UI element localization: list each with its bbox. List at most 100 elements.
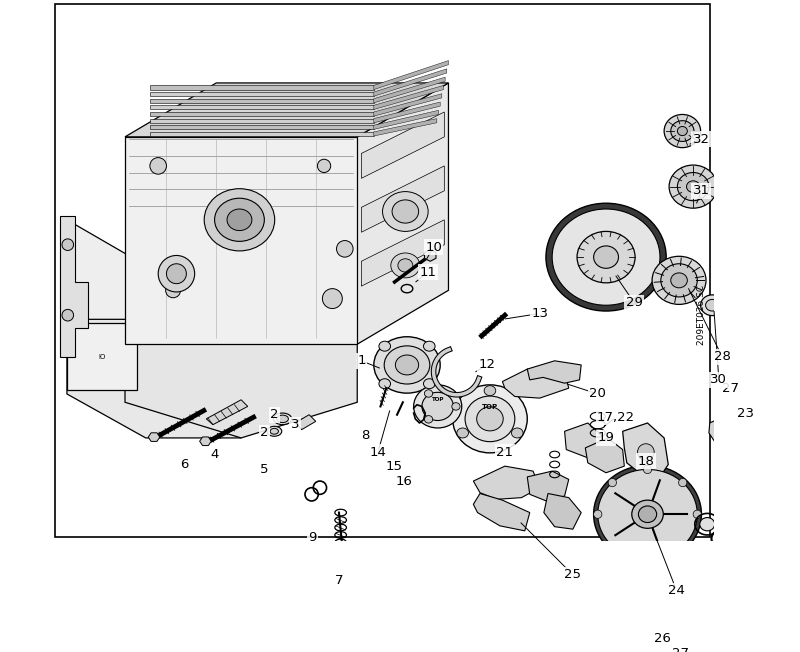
Ellipse shape (669, 165, 718, 208)
Circle shape (62, 239, 74, 250)
Circle shape (638, 444, 654, 460)
Polygon shape (565, 423, 605, 458)
Ellipse shape (267, 426, 282, 436)
Text: 15: 15 (386, 460, 403, 473)
Polygon shape (67, 319, 241, 438)
Circle shape (678, 542, 687, 550)
Text: 13: 13 (531, 307, 548, 320)
Text: 3: 3 (290, 418, 299, 431)
Ellipse shape (670, 273, 687, 288)
Ellipse shape (701, 295, 724, 316)
Text: 31: 31 (693, 185, 710, 198)
Ellipse shape (270, 428, 278, 434)
Circle shape (608, 542, 617, 550)
Text: IO: IO (98, 353, 106, 360)
Text: 5: 5 (260, 463, 269, 476)
Ellipse shape (457, 428, 469, 438)
Polygon shape (527, 471, 569, 501)
Ellipse shape (452, 403, 460, 410)
Polygon shape (502, 369, 569, 398)
Polygon shape (362, 166, 444, 232)
Polygon shape (474, 494, 530, 531)
Ellipse shape (423, 379, 435, 389)
Ellipse shape (425, 415, 433, 423)
Circle shape (337, 241, 353, 257)
Ellipse shape (638, 506, 657, 522)
Ellipse shape (484, 386, 496, 396)
Text: 27: 27 (672, 647, 690, 652)
Ellipse shape (395, 355, 418, 375)
Ellipse shape (423, 341, 435, 351)
Ellipse shape (477, 407, 503, 431)
Text: 20: 20 (590, 387, 606, 400)
Ellipse shape (670, 121, 694, 141)
Ellipse shape (598, 469, 698, 559)
Text: 28: 28 (714, 350, 730, 363)
Text: 1: 1 (357, 354, 366, 367)
Polygon shape (374, 69, 447, 96)
Text: 25: 25 (564, 569, 582, 582)
Polygon shape (60, 216, 88, 357)
Polygon shape (374, 94, 442, 116)
Ellipse shape (664, 115, 701, 147)
Polygon shape (622, 423, 668, 477)
Polygon shape (374, 119, 437, 136)
Ellipse shape (398, 259, 413, 272)
Text: 12: 12 (478, 359, 495, 372)
Polygon shape (148, 433, 160, 441)
Polygon shape (150, 106, 374, 110)
Ellipse shape (382, 192, 428, 231)
Circle shape (62, 309, 74, 321)
Polygon shape (374, 110, 438, 129)
Ellipse shape (546, 203, 666, 311)
Ellipse shape (700, 518, 714, 531)
Polygon shape (150, 119, 374, 123)
Ellipse shape (422, 393, 454, 421)
Polygon shape (67, 323, 138, 390)
Polygon shape (125, 137, 358, 344)
Polygon shape (206, 400, 248, 424)
Ellipse shape (632, 500, 663, 528)
Polygon shape (150, 98, 374, 103)
Circle shape (158, 256, 194, 292)
Ellipse shape (384, 346, 430, 384)
Text: 14: 14 (370, 445, 386, 458)
Ellipse shape (425, 390, 433, 397)
Polygon shape (586, 438, 624, 473)
Circle shape (643, 555, 652, 563)
Text: 24: 24 (668, 584, 685, 597)
Polygon shape (358, 83, 449, 344)
Text: 19: 19 (598, 432, 614, 445)
Circle shape (318, 159, 330, 173)
Text: TOP: TOP (431, 397, 444, 402)
Ellipse shape (678, 126, 687, 136)
Polygon shape (374, 77, 445, 103)
Text: 21: 21 (496, 445, 514, 458)
Text: 4: 4 (210, 448, 218, 461)
Polygon shape (150, 125, 374, 129)
Ellipse shape (214, 198, 264, 241)
Text: 2: 2 (270, 408, 278, 421)
Text: 6: 6 (181, 458, 189, 471)
Polygon shape (374, 102, 440, 123)
Text: 32: 32 (693, 133, 710, 146)
Circle shape (643, 466, 652, 473)
Ellipse shape (686, 181, 700, 192)
Text: 18: 18 (638, 454, 654, 467)
Ellipse shape (594, 466, 702, 563)
Polygon shape (362, 220, 444, 286)
Polygon shape (67, 220, 146, 402)
Text: 30: 30 (710, 374, 727, 387)
Polygon shape (362, 112, 444, 179)
Polygon shape (544, 494, 581, 529)
Ellipse shape (577, 231, 635, 283)
Circle shape (608, 479, 617, 486)
Circle shape (594, 510, 602, 518)
Text: 8: 8 (362, 429, 370, 442)
Circle shape (150, 158, 166, 174)
Polygon shape (374, 61, 449, 89)
Polygon shape (150, 92, 374, 96)
Polygon shape (295, 415, 316, 430)
Polygon shape (150, 112, 374, 116)
Circle shape (166, 283, 181, 298)
